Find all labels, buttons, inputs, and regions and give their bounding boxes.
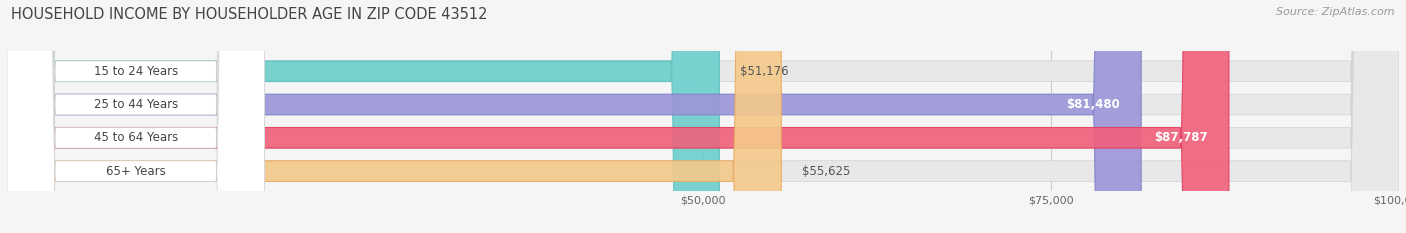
Text: $87,787: $87,787 <box>1154 131 1208 144</box>
Text: 25 to 44 Years: 25 to 44 Years <box>94 98 179 111</box>
FancyBboxPatch shape <box>7 0 264 233</box>
FancyBboxPatch shape <box>7 0 264 233</box>
FancyBboxPatch shape <box>7 0 1399 233</box>
FancyBboxPatch shape <box>7 0 1399 233</box>
Text: $81,480: $81,480 <box>1067 98 1121 111</box>
Text: 15 to 24 Years: 15 to 24 Years <box>94 65 179 78</box>
FancyBboxPatch shape <box>7 0 1142 233</box>
Text: Source: ZipAtlas.com: Source: ZipAtlas.com <box>1277 7 1395 17</box>
FancyBboxPatch shape <box>7 0 1399 233</box>
Text: $51,176: $51,176 <box>740 65 789 78</box>
Text: HOUSEHOLD INCOME BY HOUSEHOLDER AGE IN ZIP CODE 43512: HOUSEHOLD INCOME BY HOUSEHOLDER AGE IN Z… <box>11 7 488 22</box>
FancyBboxPatch shape <box>7 0 264 233</box>
FancyBboxPatch shape <box>7 0 720 233</box>
FancyBboxPatch shape <box>7 0 1399 233</box>
Text: 65+ Years: 65+ Years <box>105 164 166 178</box>
Text: 45 to 64 Years: 45 to 64 Years <box>94 131 179 144</box>
FancyBboxPatch shape <box>7 0 264 233</box>
FancyBboxPatch shape <box>7 0 782 233</box>
FancyBboxPatch shape <box>7 0 1229 233</box>
Text: $55,625: $55,625 <box>803 164 851 178</box>
